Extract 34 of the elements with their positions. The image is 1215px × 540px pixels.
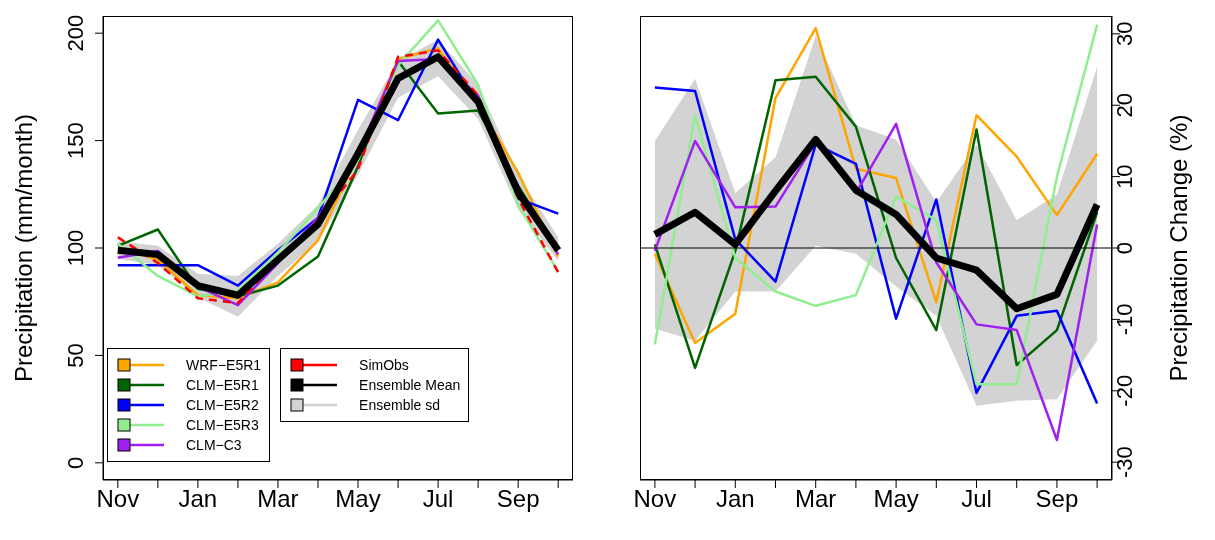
y-tick-label: 200 (63, 14, 88, 52)
legend-label: CLM−E5R2 (186, 397, 259, 413)
annotation: Ensemble sd (359, 397, 441, 413)
y2-tick-label: -10 (1112, 303, 1137, 336)
x-tick-label: May (335, 485, 381, 513)
x-tick-label: Jul (422, 485, 454, 513)
y-tick-label: 150 (63, 122, 88, 159)
legend-label: CLM−E5R3 (186, 417, 259, 433)
legend-label: WRF−E5R1 (186, 357, 262, 373)
y2-tick-label: 0 (1112, 241, 1137, 255)
legend-label: Ensemble Mean (359, 377, 461, 393)
legend-label: CLM−E5R1 (186, 377, 259, 393)
legend-label: SimObs (359, 357, 409, 373)
y-tick-label: 100 (63, 229, 88, 267)
x-tick-label: Mar (795, 485, 837, 513)
y2-tick-label: 10 (1112, 164, 1137, 189)
y-tick-label: 50 (63, 343, 88, 368)
x-tick-label: Nov (96, 485, 140, 513)
y2-tick-label: 20 (1112, 92, 1137, 118)
y-tick-label: 0 (63, 456, 88, 469)
x-tick-label: May (873, 485, 919, 513)
y2-axis-title: Precipitation Change (%) (1165, 114, 1192, 382)
x-tick-label: Nov (633, 485, 677, 513)
legend-label: CLM−C3 (186, 437, 242, 453)
y-axis-title: Precipitation (mm/month) (10, 113, 37, 383)
y2-tick-label: 30 (1112, 21, 1137, 47)
x-tick-label: Jan (715, 485, 755, 513)
y2-tick-label: -30 (1112, 446, 1137, 479)
x-tick-label: Jan (178, 485, 218, 513)
x-tick-label: Jul (961, 485, 992, 513)
x-tick-label: Sep (1035, 485, 1079, 513)
y2-tick-label: -20 (1112, 374, 1137, 407)
x-tick-label: Sep (496, 485, 540, 513)
x-tick-label: Mar (257, 485, 299, 513)
